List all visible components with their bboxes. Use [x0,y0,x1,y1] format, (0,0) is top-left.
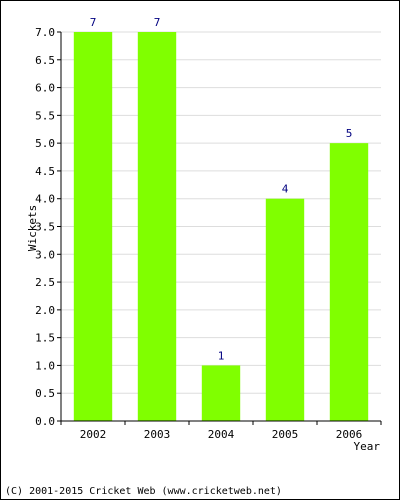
y-tick-label: 2.0 [35,304,55,317]
bar-2005 [265,198,305,421]
y-tick-label: 5.5 [35,109,55,122]
y-tick-label: 6.0 [35,82,55,95]
y-tick-label: 4.0 [35,193,55,206]
y-tick-label: 5.0 [35,137,55,150]
data-label-2003: 7 [154,16,161,29]
y-tick-label: 1.0 [35,359,55,372]
y-tick-label: 3.5 [35,221,55,234]
grid-layer [61,31,381,394]
bar-2004 [201,365,241,421]
x-tick-label: 2006 [336,428,363,441]
y-tick-label: 6.5 [35,54,55,67]
x-tick-label: 2004 [208,428,235,441]
bar-2003 [137,32,177,421]
y-tick-label: 4.5 [35,165,55,178]
x-tick-label: 2003 [144,428,171,441]
y-tick-label: 0.5 [35,387,55,400]
y-tick-label: 1.5 [35,332,55,345]
x-axis-title: Year [354,440,381,453]
copyright-footer: (C) 2001-2015 Cricket Web (www.cricketwe… [5,486,282,497]
y-tick-label: 0.0 [35,415,55,428]
bar-2006 [329,143,369,421]
data-label-2006: 5 [346,127,353,140]
axis-layer [57,31,382,425]
data-label-2002: 7 [90,16,97,29]
y-tick-label: 7.0 [35,26,55,39]
x-tick-label: 2002 [80,428,107,441]
x-tick-label: 2005 [272,428,299,441]
y-tick-label: 3.0 [35,248,55,261]
y-axis-title: Wickets [26,205,39,251]
label-layer: 0.0 0.5 1.0 1.5 2.0 2.5 3.0 3.5 4.0 4.5 5.0 5.5 6.0 6… [35,16,362,441]
data-label-2004: 1 [218,349,225,362]
data-label-2005: 4 [282,183,289,196]
bar-layer [73,32,369,421]
y-tick-label: 2.5 [35,276,55,289]
bar-2002 [73,32,113,421]
